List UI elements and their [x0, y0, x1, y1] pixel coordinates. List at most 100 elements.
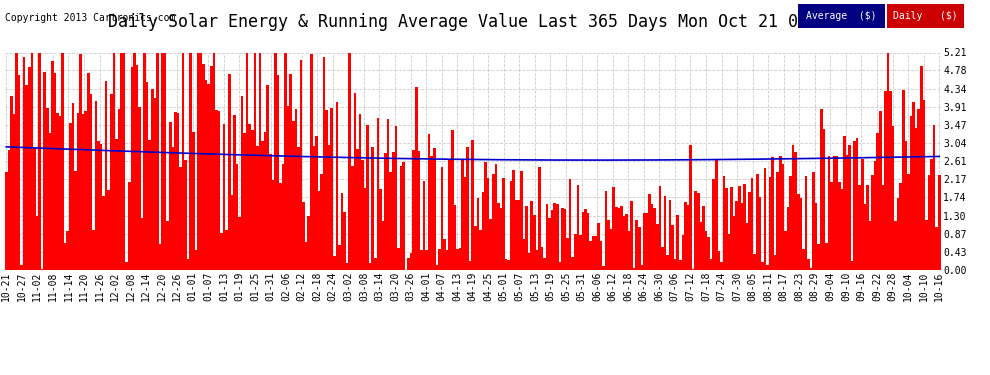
Bar [550, 210, 553, 270]
Bar [897, 198, 900, 270]
Bar [479, 230, 482, 270]
Bar [79, 54, 82, 270]
Bar [100, 144, 102, 270]
Bar [397, 249, 400, 270]
Bar [726, 188, 728, 270]
Text: Daily Solar Energy & Running Average Value Last 365 Days Mon Oct 21 07:37: Daily Solar Energy & Running Average Val… [108, 13, 839, 31]
Bar [231, 195, 233, 270]
Bar [571, 257, 574, 270]
Bar [295, 109, 297, 270]
Bar [636, 220, 638, 270]
Bar [333, 256, 336, 270]
Bar [374, 258, 376, 270]
Bar [682, 235, 684, 270]
Bar [336, 102, 339, 270]
Bar [913, 102, 915, 270]
Bar [576, 185, 579, 270]
Bar [433, 148, 436, 270]
Bar [615, 207, 618, 270]
Bar [136, 65, 139, 270]
Bar [526, 206, 528, 270]
Bar [351, 166, 353, 270]
Bar [684, 202, 687, 270]
Bar [402, 162, 405, 270]
Bar [828, 156, 831, 270]
Bar [13, 114, 15, 270]
Bar [141, 219, 144, 270]
Bar [653, 208, 656, 270]
Bar [105, 81, 108, 270]
Bar [456, 249, 458, 270]
Bar [361, 160, 363, 270]
Bar [592, 236, 594, 270]
Bar [502, 178, 505, 270]
Bar [108, 190, 110, 270]
Bar [71, 103, 74, 270]
Bar [236, 164, 239, 270]
Bar [589, 240, 592, 270]
Bar [776, 172, 779, 270]
Bar [239, 217, 241, 270]
Bar [476, 198, 479, 270]
Bar [31, 40, 33, 270]
Bar [36, 216, 39, 270]
Bar [220, 233, 223, 270]
Bar [197, 40, 200, 270]
Bar [794, 152, 797, 270]
Bar [323, 57, 326, 270]
Bar [818, 243, 820, 270]
Bar [487, 178, 489, 270]
Bar [582, 212, 584, 270]
Bar [441, 167, 444, 270]
Bar [871, 175, 874, 270]
Bar [436, 264, 439, 270]
Bar [41, 269, 44, 270]
Bar [838, 182, 841, 270]
Bar [126, 262, 128, 270]
Bar [510, 181, 513, 270]
Bar [618, 208, 620, 270]
Bar [326, 110, 328, 270]
Bar [713, 179, 715, 270]
Bar [863, 204, 866, 270]
Bar [607, 220, 610, 270]
Bar [395, 126, 397, 270]
Bar [676, 215, 679, 270]
Bar [692, 269, 694, 270]
Bar [856, 138, 858, 270]
Bar [205, 80, 208, 270]
Bar [825, 243, 828, 270]
Bar [631, 201, 633, 270]
Bar [797, 194, 800, 270]
Bar [448, 159, 450, 270]
Bar [146, 82, 148, 270]
Bar [271, 180, 274, 270]
Bar [800, 198, 802, 270]
Bar [528, 254, 531, 270]
Bar [833, 156, 836, 270]
Bar [118, 109, 121, 270]
Bar [505, 259, 507, 270]
Bar [458, 248, 461, 270]
Bar [831, 182, 833, 270]
Bar [648, 194, 650, 270]
Bar [663, 196, 666, 270]
Bar [638, 227, 641, 270]
Bar [284, 49, 287, 270]
Bar [158, 244, 161, 270]
Bar [836, 156, 838, 270]
Bar [723, 176, 726, 270]
Bar [128, 182, 131, 270]
Bar [82, 114, 84, 270]
Bar [669, 200, 671, 270]
Bar [66, 231, 69, 270]
Bar [748, 192, 750, 270]
Bar [661, 248, 663, 270]
Bar [246, 40, 248, 270]
Bar [887, 40, 889, 270]
Bar [139, 107, 141, 270]
Bar [308, 216, 310, 270]
Bar [879, 111, 881, 270]
Bar [918, 109, 920, 270]
Bar [53, 73, 56, 270]
